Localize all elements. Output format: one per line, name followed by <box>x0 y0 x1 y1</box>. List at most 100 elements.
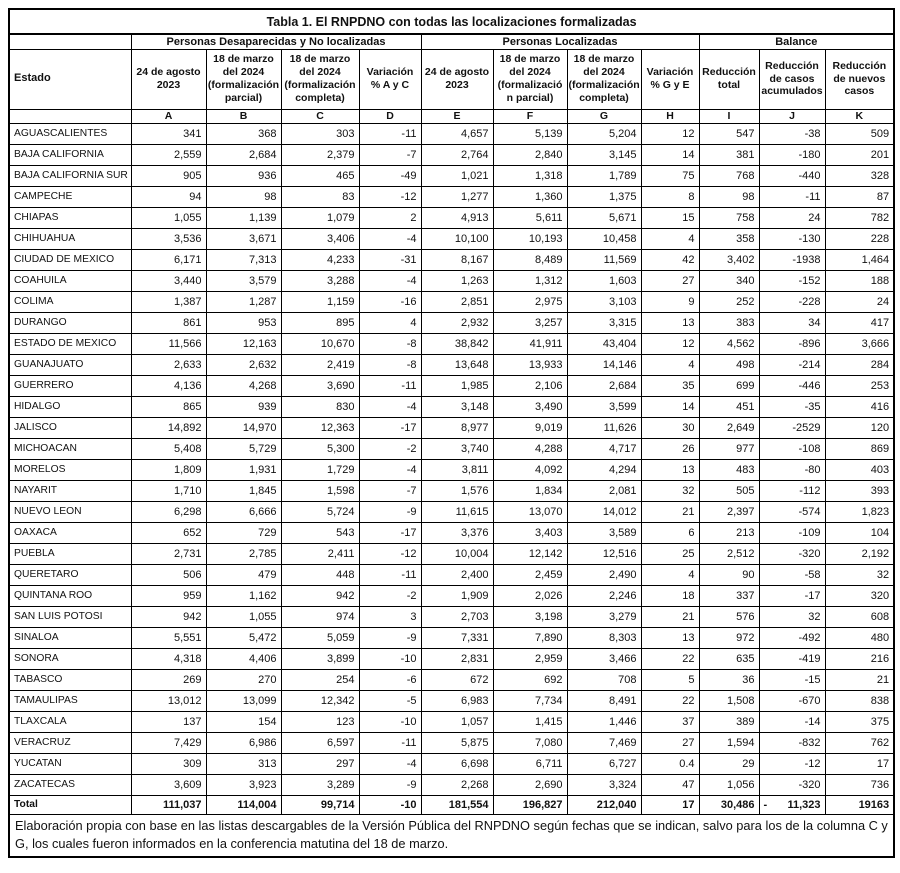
value-cell: 90 <box>698 563 760 586</box>
value-cell: 448 <box>280 563 360 586</box>
value-cell: 328 <box>824 164 895 187</box>
value-cell: 3,923 <box>205 773 282 796</box>
value-cell: 6,171 <box>130 248 207 271</box>
value-cell: 509 <box>824 122 895 145</box>
rnpdno-table: Tabla 1. El RNPDNO con todas las localiz… <box>8 8 896 858</box>
total-value-cell: 212,040 <box>566 794 642 815</box>
value-cell: 2,419 <box>280 353 360 376</box>
value-cell: 4,318 <box>130 647 207 670</box>
value-cell: 3,589 <box>566 521 642 544</box>
value-cell: 4,406 <box>205 647 282 670</box>
value-cell: 2,975 <box>492 290 568 313</box>
value-cell: -320 <box>758 773 826 796</box>
state-name-cell: ESTADO DE MEXICO <box>8 332 132 355</box>
table-row: CIUDAD DE MEXICO 6,171 7,313 4,233 -31 8,167 8… <box>8 248 895 271</box>
value-cell: 4,288 <box>492 437 568 460</box>
value-cell: 3,315 <box>566 311 642 334</box>
column-letter: J <box>758 108 826 124</box>
value-cell: -9 <box>358 626 422 649</box>
column-header: 24 de agosto 2023 <box>420 48 494 110</box>
value-cell: 21 <box>824 668 895 691</box>
value-cell: 83 <box>280 185 360 208</box>
value-cell: 4,092 <box>492 458 568 481</box>
state-name-cell: TABASCO <box>8 668 132 691</box>
column-header: Variación % G y E <box>640 48 700 110</box>
state-name-cell: QUERETARO <box>8 563 132 586</box>
value-cell: 340 <box>698 269 760 292</box>
value-cell: 905 <box>130 164 207 187</box>
state-name-cell: NAYARIT <box>8 479 132 502</box>
value-cell: 10,670 <box>280 332 360 355</box>
value-cell: 8,977 <box>420 416 494 439</box>
value-cell: 3,288 <box>280 269 360 292</box>
table-row: VERACRUZ 7,429 6,986 6,597 -11 5,875 7,080 7,46… <box>8 731 895 754</box>
value-cell: -419 <box>758 647 826 670</box>
value-cell: -2529 <box>758 416 826 439</box>
value-cell: 7,313 <box>205 248 282 271</box>
value-cell: 1,318 <box>492 164 568 187</box>
value-cell: -4 <box>358 227 422 250</box>
value-cell: 942 <box>280 584 360 607</box>
value-cell: 451 <box>698 395 760 418</box>
table-row: BAJA CALIFORNIA SUR 905 936 465 -49 1,021 1,31… <box>8 164 895 187</box>
value-cell: 861 <box>130 311 207 334</box>
value-cell: 5,204 <box>566 122 642 145</box>
value-cell: 2,268 <box>420 773 494 796</box>
value-cell: -35 <box>758 395 826 418</box>
value-cell: 297 <box>280 752 360 775</box>
value-cell: 4,294 <box>566 458 642 481</box>
value-cell: 284 <box>824 353 895 376</box>
value-cell: 32 <box>758 605 826 628</box>
value-cell: 25 <box>640 542 700 565</box>
value-cell: -5 <box>358 689 422 712</box>
column-letter: K <box>824 108 895 124</box>
value-cell: 505 <box>698 479 760 502</box>
state-name-cell: ZACATECAS <box>8 773 132 796</box>
value-cell: 24 <box>824 290 895 313</box>
table-row: OAXACA 652 729 543 -17 3,376 3,403 3,589 6 213 -10… <box>8 521 895 544</box>
value-cell: 977 <box>698 437 760 460</box>
value-cell: 10,193 <box>492 227 568 250</box>
value-cell: -4 <box>358 395 422 418</box>
value-cell: 30 <box>640 416 700 439</box>
state-name-cell: MICHOACAN <box>8 437 132 460</box>
value-cell: 393 <box>824 479 895 502</box>
value-cell: 43,404 <box>566 332 642 355</box>
value-cell: 3,402 <box>698 248 760 271</box>
total-row: Total 111,037 114,004 99,714 -10 181,554 196,8… <box>8 794 895 815</box>
value-cell: 38,842 <box>420 332 494 355</box>
value-cell: 1,056 <box>698 773 760 796</box>
value-cell: 3,671 <box>205 227 282 250</box>
value-cell: 2,690 <box>492 773 568 796</box>
value-cell: 6,298 <box>130 500 207 523</box>
state-name-cell: HIDALGO <box>8 395 132 418</box>
value-cell: 14,146 <box>566 353 642 376</box>
value-cell: 6,711 <box>492 752 568 775</box>
value-cell: -832 <box>758 731 826 754</box>
value-cell: 1,263 <box>420 269 494 292</box>
value-cell: 1,287 <box>205 290 282 313</box>
value-cell: 35 <box>640 374 700 397</box>
value-cell: 576 <box>698 605 760 628</box>
state-name-cell: QUINTANA ROO <box>8 584 132 607</box>
value-cell: 416 <box>824 395 895 418</box>
value-cell: 14,012 <box>566 500 642 523</box>
table-row: GUANAJUATO 2,633 2,632 2,419 -8 13,648 13,933 1… <box>8 353 895 376</box>
value-cell: 24 <box>758 206 826 229</box>
value-cell: 26 <box>640 437 700 460</box>
value-cell: -130 <box>758 227 826 250</box>
value-cell: -9 <box>358 500 422 523</box>
value-cell: 3,279 <box>566 605 642 628</box>
value-cell: 635 <box>698 647 760 670</box>
value-cell: 1,710 <box>130 479 207 502</box>
value-cell: -112 <box>758 479 826 502</box>
table-row: ESTADO DE MEXICO 11,566 12,163 10,670 -8 38,8… <box>8 332 895 355</box>
value-cell: 358 <box>698 227 760 250</box>
value-cell: 4,233 <box>280 248 360 271</box>
total-value-cell: 19163 <box>824 794 895 815</box>
value-cell: 228 <box>824 227 895 250</box>
table-row: JALISCO 14,892 14,970 12,363 -17 8,977 9,019 11… <box>8 416 895 439</box>
value-cell: -109 <box>758 521 826 544</box>
value-cell: 1,508 <box>698 689 760 712</box>
value-cell: 865 <box>130 395 207 418</box>
